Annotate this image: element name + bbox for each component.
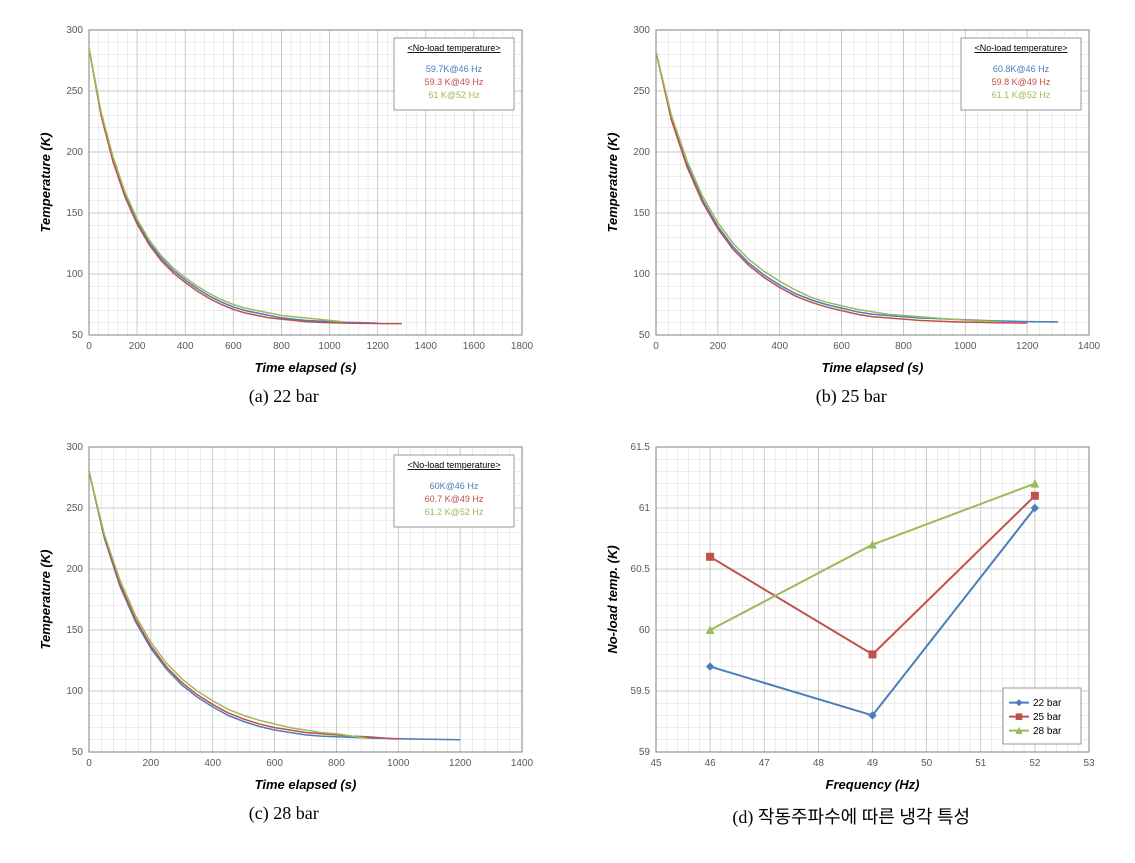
caption-a: (a) 22 bar — [249, 386, 319, 407]
svg-text:150: 150 — [634, 208, 651, 219]
svg-text:50: 50 — [72, 330, 84, 341]
svg-text:200: 200 — [66, 147, 83, 158]
svg-text:48: 48 — [813, 758, 825, 769]
svg-text:60.7 K@49 Hz: 60.7 K@49 Hz — [424, 494, 483, 504]
svg-text:200: 200 — [66, 564, 83, 575]
svg-text:Temperature (K): Temperature (K) — [38, 550, 53, 650]
svg-text:250: 250 — [66, 503, 83, 514]
caption-c: (c) 28 bar — [249, 803, 319, 824]
svg-text:800: 800 — [273, 341, 290, 352]
svg-text:50: 50 — [921, 758, 933, 769]
svg-text:61.2 K@52 Hz: 61.2 K@52 Hz — [424, 507, 483, 517]
svg-text:800: 800 — [895, 341, 912, 352]
svg-text:59.3 K@49 Hz: 59.3 K@49 Hz — [424, 77, 483, 87]
svg-text:1400: 1400 — [511, 758, 534, 769]
svg-text:250: 250 — [634, 86, 651, 97]
svg-text:100: 100 — [66, 269, 83, 280]
panel-c: 0 200 400 600 800 1000 1200 1400 50 100 150 200 250 3… — [20, 437, 548, 829]
svg-text:Frequency (Hz): Frequency (Hz) — [826, 777, 920, 792]
svg-text:1400: 1400 — [414, 341, 437, 352]
svg-text:22 bar: 22 bar — [1033, 698, 1062, 709]
svg-text:1400: 1400 — [1078, 341, 1101, 352]
svg-text:Time elapsed (s): Time elapsed (s) — [254, 360, 356, 375]
chart-c: 0 200 400 600 800 1000 1200 1400 50 100 150 200 250 3… — [34, 437, 534, 797]
svg-text:0: 0 — [86, 341, 92, 352]
svg-text:60.5: 60.5 — [631, 564, 651, 575]
panel-b: 0 200 400 600 800 1000 1200 1400 50 100 150 200 250 3… — [588, 20, 1116, 407]
svg-text:300: 300 — [66, 442, 83, 453]
svg-text:1000: 1000 — [954, 341, 977, 352]
svg-text:28 bar: 28 bar — [1033, 726, 1062, 737]
svg-text:61.1 K@52 Hz: 61.1 K@52 Hz — [992, 90, 1051, 100]
svg-text:150: 150 — [66, 208, 83, 219]
svg-text:59.5: 59.5 — [631, 686, 651, 697]
svg-text:600: 600 — [225, 341, 242, 352]
svg-text:0: 0 — [653, 341, 659, 352]
svg-text:300: 300 — [66, 25, 83, 36]
svg-text:45: 45 — [651, 758, 663, 769]
svg-text:61.5: 61.5 — [631, 442, 651, 453]
svg-text:No-load temp. (K): No-load temp. (K) — [605, 545, 620, 653]
svg-text:1000: 1000 — [387, 758, 410, 769]
svg-text:400: 400 — [204, 758, 221, 769]
svg-text:200: 200 — [710, 341, 727, 352]
svg-text:<No-load temperature>: <No-load temperature> — [407, 460, 500, 470]
svg-text:Time elapsed (s): Time elapsed (s) — [822, 360, 924, 375]
svg-text:60.8K@46 Hz: 60.8K@46 Hz — [993, 64, 1050, 74]
svg-text:60K@46 Hz: 60K@46 Hz — [429, 481, 478, 491]
svg-text:200: 200 — [129, 341, 146, 352]
svg-text:50: 50 — [639, 330, 651, 341]
svg-text:59: 59 — [639, 747, 651, 758]
caption-d: (d) 작동주파수에 따른 냉각 특성 — [732, 803, 970, 829]
svg-text:Time elapsed (s): Time elapsed (s) — [254, 777, 356, 792]
svg-text:<No-load temperature>: <No-load temperature> — [975, 43, 1068, 53]
svg-text:600: 600 — [833, 341, 850, 352]
svg-text:51: 51 — [975, 758, 987, 769]
svg-text:53: 53 — [1084, 758, 1096, 769]
figure-grid: 0200400600800100012001400160018005010015… — [20, 20, 1115, 829]
svg-text:1800: 1800 — [511, 341, 534, 352]
svg-text:46: 46 — [705, 758, 717, 769]
svg-text:100: 100 — [66, 686, 83, 697]
svg-text:<No-load temperature>: <No-load temperature> — [407, 43, 500, 53]
svg-text:61: 61 — [639, 503, 651, 514]
svg-text:47: 47 — [759, 758, 771, 769]
chart-a: 0 200 400 600 800 1000 1200 1400 1600 1800 50 100 15… — [34, 20, 534, 380]
svg-text:Temperature (K): Temperature (K) — [38, 133, 53, 233]
svg-text:59.7K@46 Hz: 59.7K@46 Hz — [426, 64, 483, 74]
svg-text:61 K@52 Hz: 61 K@52 Hz — [428, 90, 480, 100]
svg-text:50: 50 — [72, 747, 84, 758]
svg-text:400: 400 — [177, 341, 194, 352]
caption-b: (b) 25 bar — [816, 386, 887, 407]
svg-text:400: 400 — [772, 341, 789, 352]
panel-d: 45 46 47 48 49 50 51 52 53 59 59.5 60 60.5 61 61.5 Freq… — [588, 437, 1116, 829]
panel-a: 0 200 400 600 800 1000 1200 1400 1600 1800 50 100 15… — [20, 20, 548, 407]
svg-text:25 bar: 25 bar — [1033, 712, 1062, 723]
svg-text:1200: 1200 — [449, 758, 472, 769]
svg-text:Temperature (K): Temperature (K) — [605, 133, 620, 233]
svg-text:1200: 1200 — [1016, 341, 1039, 352]
svg-text:200: 200 — [634, 147, 651, 158]
svg-text:60: 60 — [639, 625, 651, 636]
svg-text:150: 150 — [66, 625, 83, 636]
svg-text:0: 0 — [86, 758, 92, 769]
chart-d: 45 46 47 48 49 50 51 52 53 59 59.5 60 60.5 61 61.5 Freq… — [601, 437, 1101, 797]
svg-text:52: 52 — [1030, 758, 1042, 769]
svg-text:100: 100 — [634, 269, 651, 280]
svg-text:1000: 1000 — [318, 341, 341, 352]
svg-text:300: 300 — [634, 25, 651, 36]
svg-text:1200: 1200 — [366, 341, 389, 352]
svg-text:49: 49 — [867, 758, 879, 769]
svg-text:800: 800 — [328, 758, 345, 769]
svg-text:59.8 K@49 Hz: 59.8 K@49 Hz — [992, 77, 1051, 87]
svg-text:250: 250 — [66, 86, 83, 97]
svg-text:600: 600 — [266, 758, 283, 769]
chart-b: 0 200 400 600 800 1000 1200 1400 50 100 150 200 250 3… — [601, 20, 1101, 380]
svg-text:1600: 1600 — [463, 341, 486, 352]
svg-text:200: 200 — [142, 758, 159, 769]
